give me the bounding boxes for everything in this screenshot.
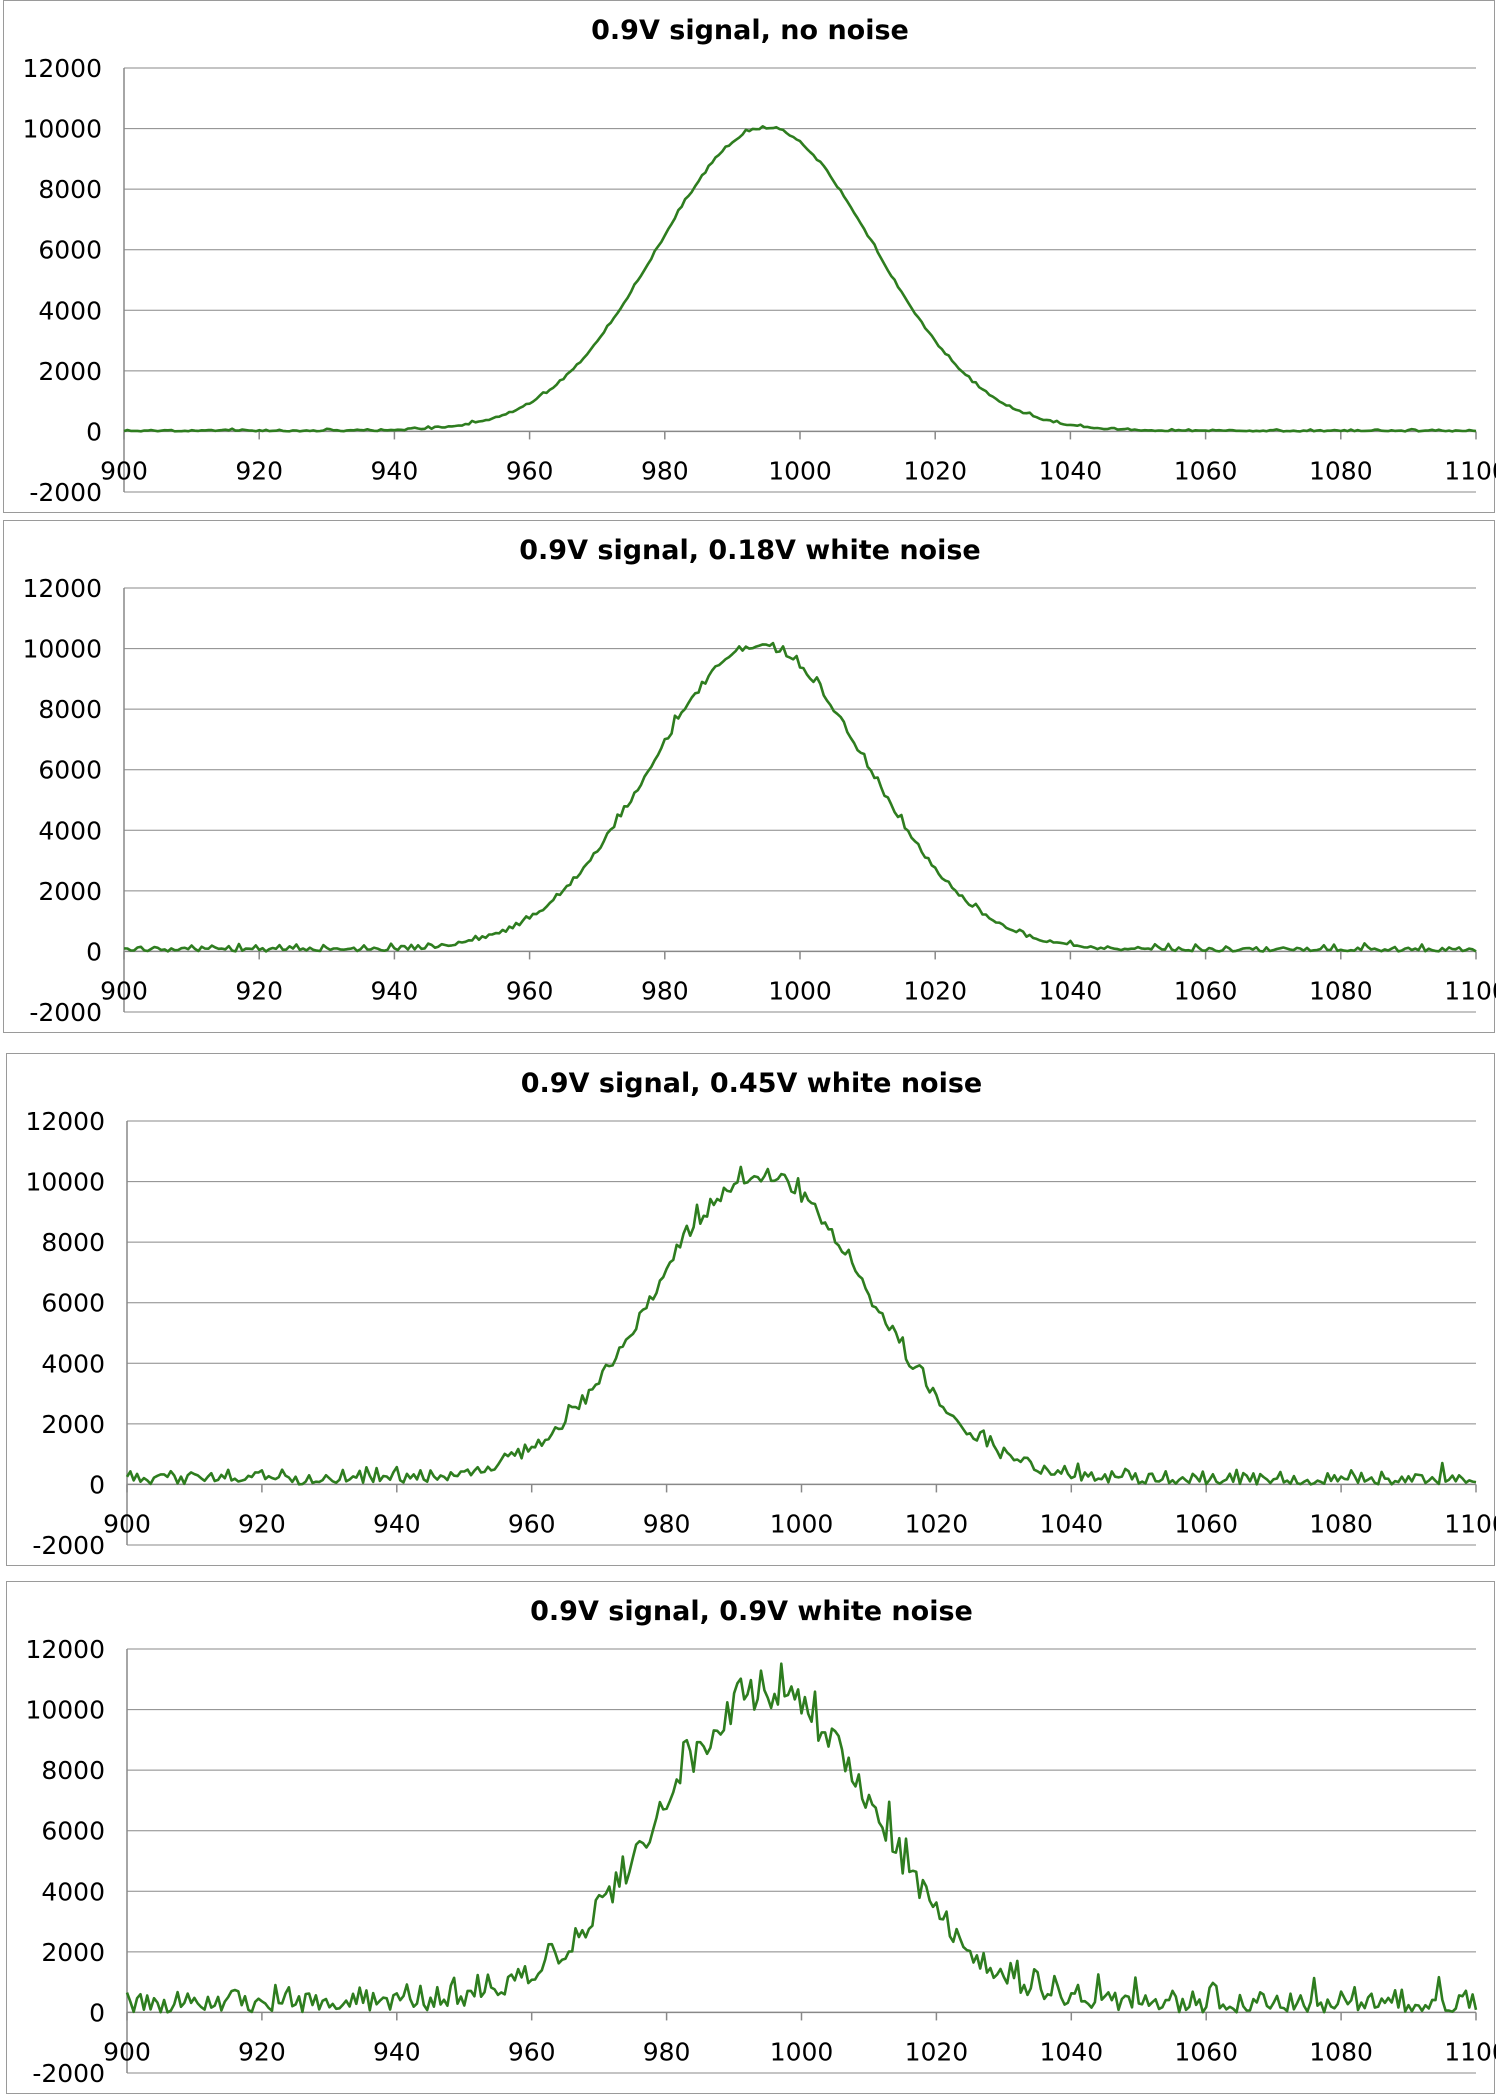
x-tick-label: 1020 xyxy=(903,976,967,1005)
series-line xyxy=(125,1165,1477,1486)
x-tick-label: 980 xyxy=(641,456,689,485)
chart-title: 0.9V signal, 0.9V white noise xyxy=(530,1596,973,1627)
x-tick-label: 940 xyxy=(371,976,419,1005)
y-tick-label: 0 xyxy=(89,1470,105,1499)
x-tick-label: 900 xyxy=(100,456,148,485)
y-tick-label: 12000 xyxy=(22,54,102,83)
y-tick-label: 10000 xyxy=(25,1696,105,1725)
y-tick-label: 10000 xyxy=(25,1168,105,1197)
x-tick-label: 1040 xyxy=(1039,976,1103,1005)
y-tick-label: 6000 xyxy=(41,1817,105,1846)
x-tick-label: 960 xyxy=(506,456,554,485)
y-tick-label: 2000 xyxy=(38,357,102,386)
x-tick-label: 940 xyxy=(371,456,419,485)
y-tick-label: 4000 xyxy=(38,296,102,325)
x-tick-label: 960 xyxy=(506,976,554,1005)
x-tick-label: 1060 xyxy=(1174,1509,1238,1538)
y-tick-label: 4000 xyxy=(38,816,102,845)
y-tick-label: 8000 xyxy=(41,1756,105,1785)
x-tick-label: 1020 xyxy=(905,1509,969,1538)
x-tick-label: 1020 xyxy=(905,2037,969,2066)
x-tick-label: 980 xyxy=(641,976,689,1005)
x-tick-label: 1020 xyxy=(903,456,967,485)
y-tick-label: 10000 xyxy=(22,115,102,144)
y-tick-label: 0 xyxy=(86,937,102,966)
y-tick-label: 2000 xyxy=(38,877,102,906)
chart-2: 0.9V signal, 0.18V white noise1200010000… xyxy=(22,535,1496,1027)
y-tick-label: 12000 xyxy=(25,1635,105,1664)
x-tick-label: 920 xyxy=(235,456,283,485)
chart-3: 0.9V signal, 0.45V white noise1200010000… xyxy=(25,1068,1496,1560)
y-tick-label: 0 xyxy=(89,1998,105,2027)
chart-title: 0.9V signal, 0.45V white noise xyxy=(521,1068,983,1099)
x-tick-label: 940 xyxy=(373,2037,421,2066)
y-tick-label: -2000 xyxy=(29,478,102,507)
x-tick-label: 900 xyxy=(103,2037,151,2066)
x-tick-label: 920 xyxy=(238,1509,286,1538)
y-tick-label: 12000 xyxy=(25,1107,105,1136)
x-tick-label: 900 xyxy=(100,976,148,1005)
y-tick-label: 2000 xyxy=(41,1410,105,1439)
x-tick-label: 920 xyxy=(235,976,283,1005)
x-tick-label: 1080 xyxy=(1309,456,1373,485)
x-tick-label: 940 xyxy=(373,1509,421,1538)
x-tick-label: 900 xyxy=(103,1509,151,1538)
chart-1: 0.9V signal, no noise1200010000800060004… xyxy=(22,15,1496,507)
chart-panel-4: 0.9V signal, 0.9V white noise 12000 10000 8… xyxy=(6,1581,1496,2094)
x-tick-label: 1080 xyxy=(1309,976,1373,1005)
series-line xyxy=(123,641,1477,953)
series-line xyxy=(123,125,1477,433)
x-tick-label: 980 xyxy=(643,2037,691,2066)
x-tick-label: 920 xyxy=(238,2037,286,2066)
y-tick-label: 2000 xyxy=(41,1938,105,1967)
y-tick-label: 6000 xyxy=(41,1289,105,1318)
y-tick-label: 8000 xyxy=(38,175,102,204)
x-tick-label: 1060 xyxy=(1174,2037,1238,2066)
x-tick-label: 960 xyxy=(508,1509,556,1538)
x-tick-label: 960 xyxy=(508,2037,556,2066)
y-tick-label: 8000 xyxy=(38,695,102,724)
chart-title: 0.9V signal, 0.18V white noise xyxy=(519,535,981,566)
x-tick-label: 1080 xyxy=(1309,1509,1373,1538)
y-tick-label: 0 xyxy=(86,417,102,446)
y-tick-label: -2000 xyxy=(29,998,102,1027)
chart-panel-2: 0.9V signal, 0.18V white noise 12000 10000… xyxy=(3,520,1496,1033)
x-tick-label: 1000 xyxy=(770,2037,834,2066)
y-tick-label: -2000 xyxy=(32,1531,105,1560)
chart-title: 0.9V signal, no noise xyxy=(591,15,909,46)
y-tick-label: 12000 xyxy=(22,574,102,603)
y-tick-label: 6000 xyxy=(38,756,102,785)
y-tick-label: -2000 xyxy=(32,2059,105,2088)
x-tick-label: 1060 xyxy=(1174,456,1238,485)
x-tick-label: 980 xyxy=(643,1509,691,1538)
x-tick-label: 1040 xyxy=(1039,2037,1103,2066)
y-tick-label: 10000 xyxy=(22,635,102,664)
chart-4: 0.9V signal, 0.9V white noise12000100008… xyxy=(25,1596,1496,2088)
series-line xyxy=(125,1662,1478,2014)
x-tick-label: 1040 xyxy=(1039,1509,1103,1538)
x-tick-label: 1080 xyxy=(1309,2037,1373,2066)
y-tick-label: 8000 xyxy=(41,1228,105,1257)
chart-panel-3: 0.9V signal, 0.45V white noise 12000 10000… xyxy=(6,1053,1496,1566)
x-tick-label: 1000 xyxy=(768,456,832,485)
chart-panel-1: 0.9V signal, no noise 12000 10000 8000 6000 4… xyxy=(3,0,1496,513)
y-tick-label: 4000 xyxy=(41,1349,105,1378)
x-tick-label: 1000 xyxy=(770,1509,834,1538)
x-tick-label: 1000 xyxy=(768,976,832,1005)
x-tick-label: 1060 xyxy=(1174,976,1238,1005)
y-tick-label: 6000 xyxy=(38,236,102,265)
y-tick-label: 4000 xyxy=(41,1877,105,1906)
x-tick-label: 1040 xyxy=(1039,456,1103,485)
